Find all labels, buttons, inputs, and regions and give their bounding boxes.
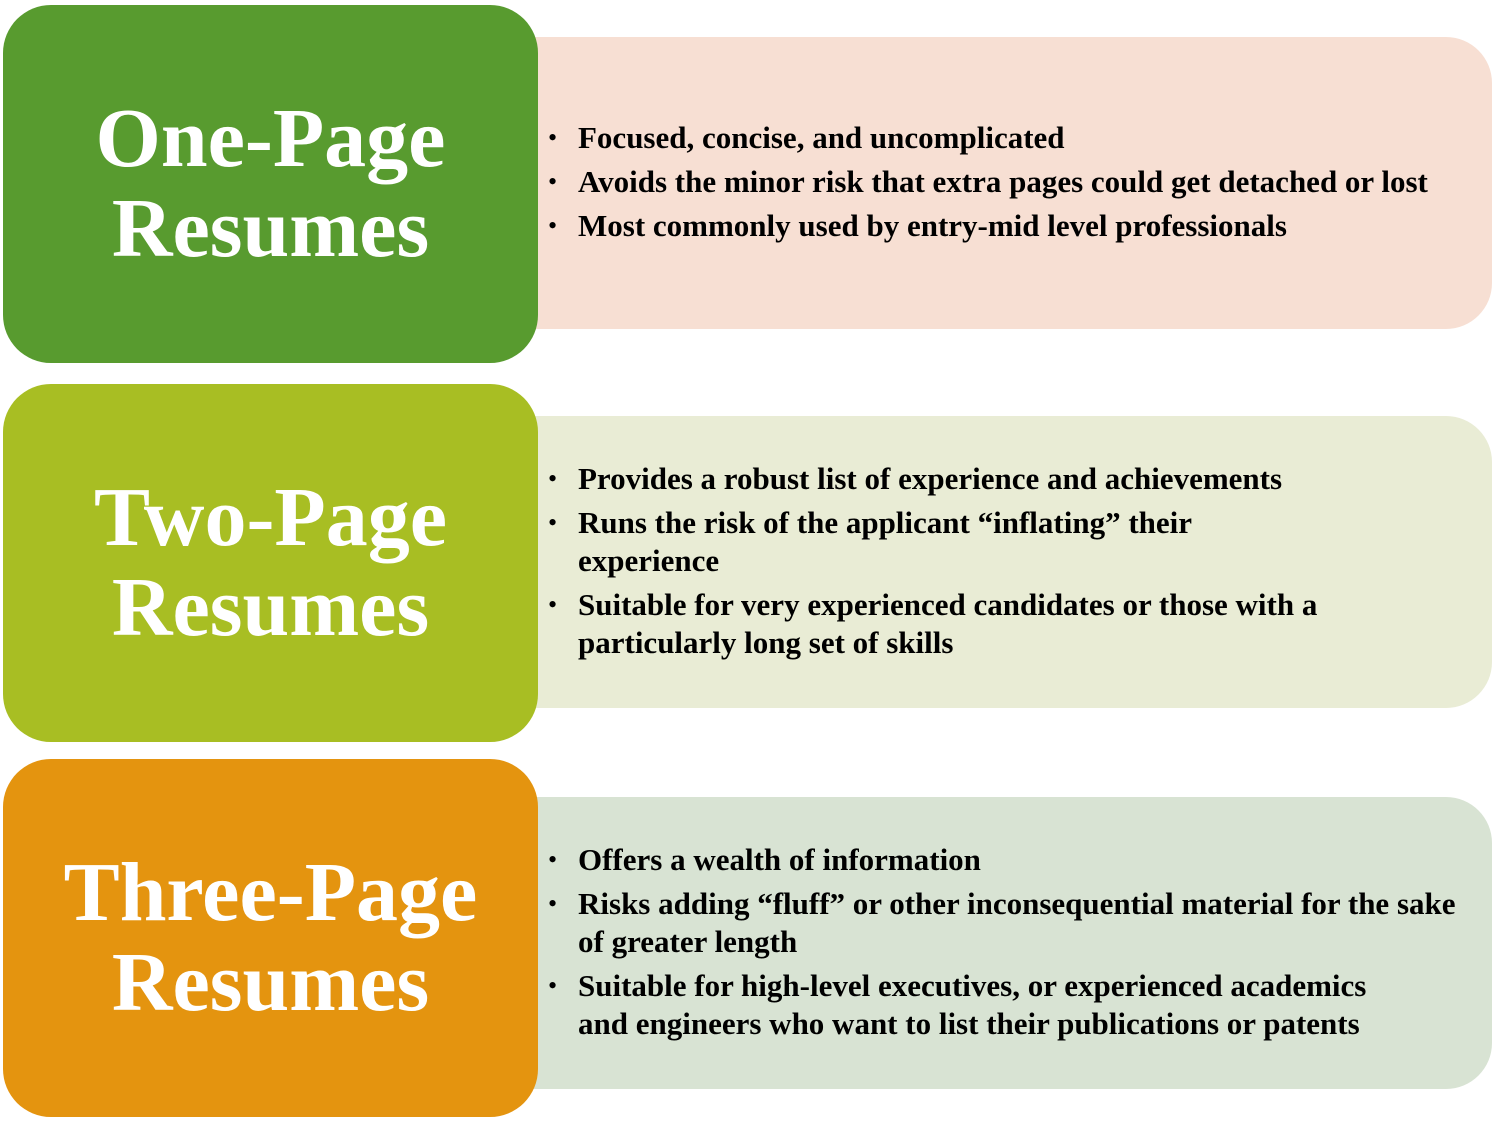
bullet-dot-icon: •	[548, 590, 558, 619]
bullet-dot-icon: •	[548, 845, 558, 874]
bullet-dot-icon: •	[548, 971, 558, 1000]
label-box: One-Page Resumes	[3, 5, 538, 363]
bullet-list: • Provides a robust list of experience an…	[548, 456, 1462, 668]
bullet-item: • Runs the risk of the applicant “inflati…	[548, 504, 1338, 580]
bullet-text: Suitable for very experienced candidates…	[578, 587, 1318, 660]
description-panel: • Provides a robust list of experience an…	[520, 416, 1492, 708]
bullet-text: Suitable for high-level executives, or e…	[578, 968, 1367, 1041]
bullet-list: • Focused, concise, and uncomplicated • Av…	[548, 115, 1462, 251]
label-box: Three-Page Resumes	[3, 759, 538, 1117]
label-title-line-2: Resumes	[111, 182, 430, 275]
bullet-list: • Offers a wealth of information • Risks a…	[548, 837, 1462, 1049]
bullet-item: • Suitable for high-level executives, or …	[548, 967, 1368, 1043]
description-panel: • Focused, concise, and uncomplicated • Av…	[520, 37, 1492, 329]
label-title-line-1: Two-Page	[93, 471, 448, 564]
bullet-text: Runs the risk of the applicant “inflatin…	[578, 505, 1192, 578]
resume-type-row-two-page: • Provides a robust list of experience an…	[0, 384, 1495, 742]
label-title: Two-Page Resumes	[94, 473, 447, 653]
label-title-line-1: One-Page	[95, 92, 446, 185]
resume-type-row-three-page: • Offers a wealth of information • Risks a…	[0, 759, 1495, 1117]
bullet-dot-icon: •	[548, 123, 558, 152]
bullet-item: • Suitable for very experienced candidate…	[548, 586, 1468, 662]
bullet-text: Risks adding “fluff” or other inconseque…	[578, 886, 1456, 959]
bullet-item: • Focused, concise, and uncomplicated	[548, 119, 1438, 157]
bullet-item: • Avoids the minor risk that extra pages …	[548, 163, 1478, 201]
label-box: Two-Page Resumes	[3, 384, 538, 742]
bullet-text: Most commonly used by entry-mid level pr…	[578, 208, 1287, 243]
bullet-text: Focused, concise, and uncomplicated	[578, 120, 1065, 155]
bullet-item: • Provides a robust list of experience an…	[548, 460, 1458, 498]
bullet-text: Offers a wealth of information	[578, 842, 981, 877]
bullet-text: Provides a robust list of experience and…	[578, 461, 1283, 496]
label-title-line-2: Resumes	[111, 936, 430, 1029]
resume-type-row-one-page: • Focused, concise, and uncomplicated • Av…	[0, 5, 1495, 363]
bullet-dot-icon: •	[548, 889, 558, 918]
label-title: One-Page Resumes	[96, 94, 446, 274]
bullet-dot-icon: •	[548, 211, 558, 240]
bullet-item: • Most commonly used by entry-mid level p…	[548, 207, 1458, 245]
bullet-item: • Offers a wealth of information	[548, 841, 1458, 879]
bullet-dot-icon: •	[548, 464, 558, 493]
bullet-text: Avoids the minor risk that extra pages c…	[578, 164, 1428, 199]
bullet-dot-icon: •	[548, 508, 558, 537]
bullet-dot-icon: •	[548, 167, 558, 196]
label-title: Three-Page Resumes	[64, 848, 478, 1028]
bullet-item: • Risks adding “fluff” or other inconsequ…	[548, 885, 1458, 961]
label-title-line-1: Three-Page	[63, 846, 478, 939]
label-title-line-2: Resumes	[111, 561, 430, 654]
description-panel: • Offers a wealth of information • Risks a…	[520, 797, 1492, 1089]
